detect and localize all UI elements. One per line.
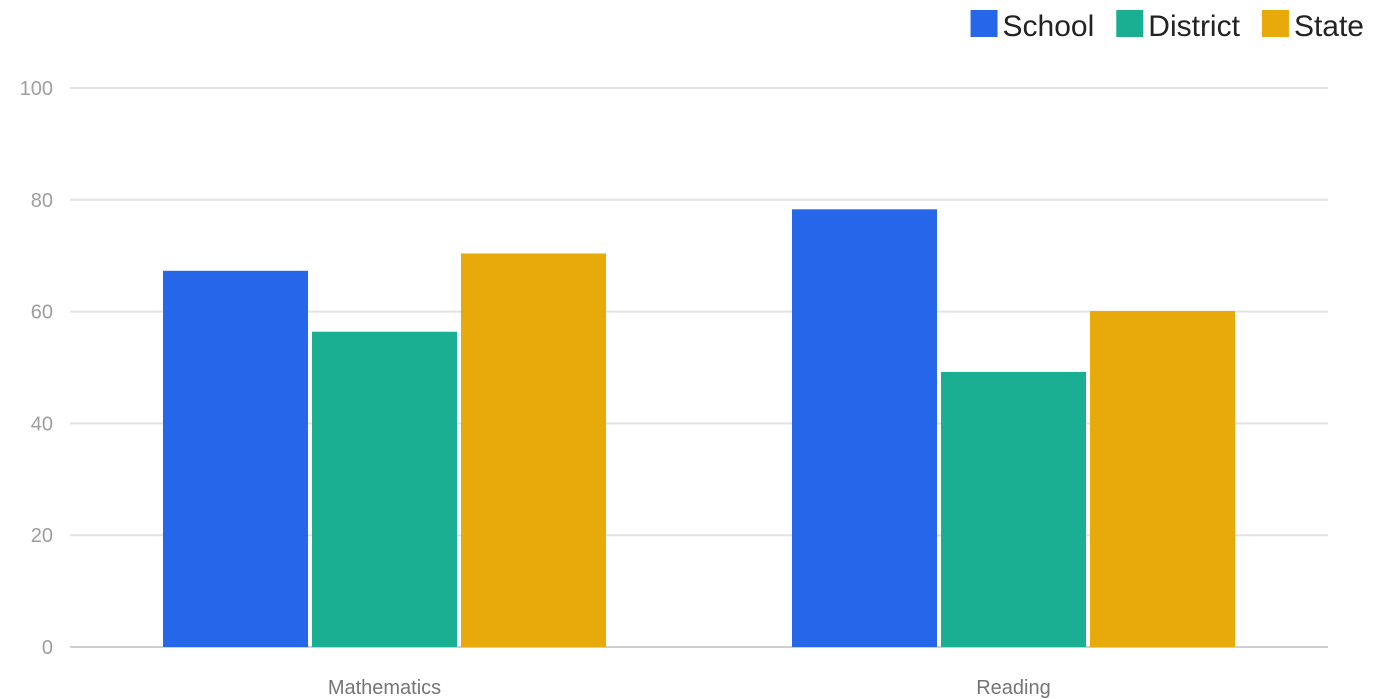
x-category-label: Mathematics — [328, 677, 441, 699]
bars — [163, 209, 1235, 648]
y-tick-label: 40 — [31, 413, 53, 435]
legend-item-state[interactable]: State — [1261, 10, 1364, 43]
bar-school-mathematics[interactable] — [163, 270, 308, 647]
legend-item-school[interactable]: School — [970, 10, 1095, 43]
x-axis-category-labels: Mathematics Reading — [328, 677, 1051, 699]
legend-swatch — [1261, 10, 1289, 37]
legend-label: School — [1003, 10, 1095, 43]
bar-state-mathematics[interactable] — [461, 253, 606, 648]
y-tick-label: 80 — [31, 190, 53, 212]
y-axis-tick-labels: 0 20 40 60 80 100 — [20, 78, 53, 659]
bar-district-reading[interactable] — [941, 371, 1086, 647]
legend-label: District — [1148, 10, 1240, 43]
x-category-label: Reading — [976, 677, 1051, 699]
legend: State District School — [970, 10, 1364, 43]
bar-district-mathematics[interactable] — [312, 331, 457, 647]
legend-swatch — [970, 10, 998, 37]
y-tick-label: 60 — [31, 302, 53, 324]
bar-state-reading[interactable] — [1090, 311, 1235, 647]
y-tick-label: 100 — [20, 78, 53, 100]
legend-swatch — [1116, 10, 1144, 37]
legend-item-district[interactable]: District — [1116, 10, 1241, 43]
y-tick-label: 0 — [42, 637, 53, 659]
y-tick-label: 20 — [31, 525, 53, 547]
legend-label: State — [1294, 10, 1364, 43]
bar-school-reading[interactable] — [792, 209, 937, 648]
